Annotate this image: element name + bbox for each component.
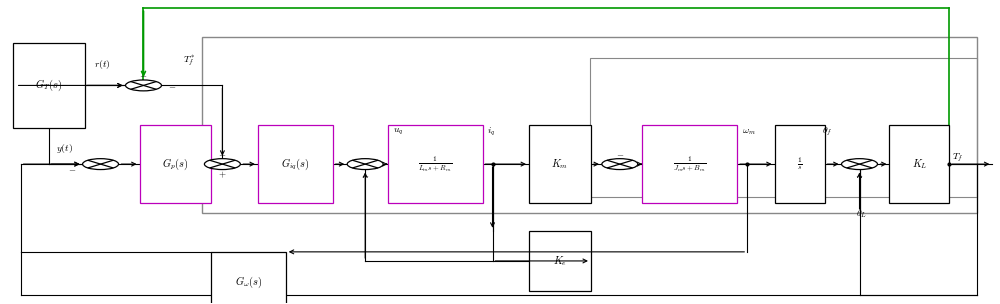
Text: $K_L$: $K_L$ <box>912 157 927 171</box>
Bar <box>13 43 85 128</box>
Text: $G_p(s)$: $G_p(s)$ <box>162 157 189 172</box>
Circle shape <box>347 159 383 170</box>
Bar <box>388 125 483 203</box>
Text: $K_e$: $K_e$ <box>553 254 567 268</box>
Text: $G_\omega(s)$: $G_\omega(s)$ <box>235 275 262 290</box>
Bar <box>258 125 333 203</box>
Circle shape <box>83 159 119 170</box>
Bar <box>140 125 211 203</box>
Text: $\frac{1}{L_ms+R_m}$: $\frac{1}{L_ms+R_m}$ <box>418 154 452 174</box>
Text: $G_{iq}(s)$: $G_{iq}(s)$ <box>281 157 310 172</box>
Text: $-$: $-$ <box>361 171 369 179</box>
Text: $\omega_m$: $\omega_m$ <box>742 127 756 137</box>
Bar <box>529 125 591 203</box>
Text: $-$: $-$ <box>855 171 864 179</box>
Text: $-$: $-$ <box>68 164 77 173</box>
Text: $\frac{1}{s}$: $\frac{1}{s}$ <box>797 156 802 172</box>
Text: $G_T(s)$: $G_T(s)$ <box>35 78 62 93</box>
Text: $i_q$: $i_q$ <box>487 126 495 138</box>
Text: $u_q$: $u_q$ <box>393 127 404 137</box>
Text: $-$: $-$ <box>168 81 177 90</box>
Text: $\theta_f$: $\theta_f$ <box>822 126 832 138</box>
Text: $y(t)$: $y(t)$ <box>56 143 73 155</box>
Text: $-$: $-$ <box>616 149 624 158</box>
Text: $r(t)$: $r(t)$ <box>94 58 111 71</box>
Circle shape <box>204 159 240 170</box>
Circle shape <box>126 80 161 91</box>
Circle shape <box>842 159 877 170</box>
Text: $K_m$: $K_m$ <box>551 157 568 171</box>
Text: $+$: $+$ <box>218 170 227 180</box>
Bar <box>775 125 825 203</box>
Bar <box>529 231 591 291</box>
Bar <box>889 125 949 203</box>
Bar <box>211 252 286 304</box>
Bar <box>590 58 977 197</box>
Bar <box>642 125 737 203</box>
Text: $T_f$: $T_f$ <box>952 152 964 164</box>
Text: $T_f^*$: $T_f^*$ <box>183 54 196 68</box>
Text: $\frac{1}{J_ms+B_m}$: $\frac{1}{J_ms+B_m}$ <box>673 154 706 174</box>
Text: $-$: $-$ <box>139 71 148 80</box>
Text: $\theta_L$: $\theta_L$ <box>856 208 867 220</box>
Bar <box>202 37 977 212</box>
Text: $-$: $-$ <box>218 149 227 158</box>
Circle shape <box>602 159 638 170</box>
